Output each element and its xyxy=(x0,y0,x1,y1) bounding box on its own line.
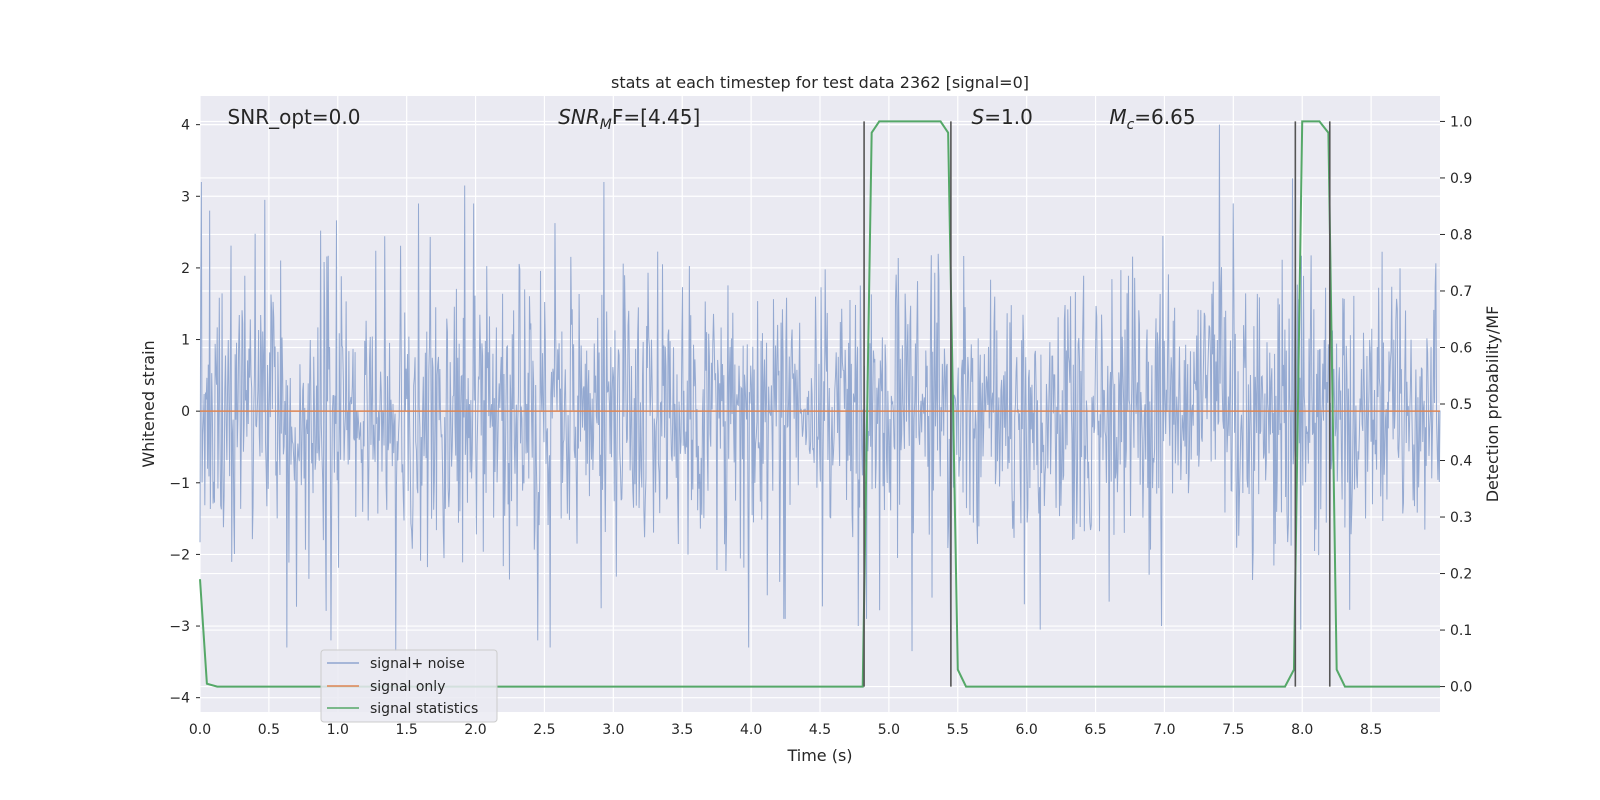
x-tick-label: 5.5 xyxy=(947,722,969,738)
y-tick-label-right: 0.3 xyxy=(1450,510,1472,526)
x-tick-label: 8.0 xyxy=(1291,722,1313,738)
x-tick-label: 6.0 xyxy=(1016,722,1038,738)
series-signal-noise xyxy=(199,124,1441,652)
x-tick-label: 8.5 xyxy=(1360,722,1382,738)
x-tick-label: 4.5 xyxy=(809,722,831,738)
y-tick-label-right: 0.9 xyxy=(1450,171,1472,187)
x-tick-label: 7.0 xyxy=(1153,722,1175,738)
x-tick-label: 7.5 xyxy=(1222,722,1244,738)
y-tick-label-left: −1 xyxy=(169,476,190,492)
legend-label-signal-statistics: signal statistics xyxy=(370,701,478,717)
y-tick-label-left: −2 xyxy=(169,547,190,563)
y-axis-right-label: Detection probability/MF xyxy=(1483,306,1502,503)
annotation-snr-opt: SNR_opt=0.0 xyxy=(228,105,361,129)
x-tick-label: 3.0 xyxy=(602,722,624,738)
y-tick-label-left: 2 xyxy=(181,261,190,277)
y-tick-label-right: 0.7 xyxy=(1450,284,1472,300)
y-tick-label-right: 0.2 xyxy=(1450,567,1472,583)
legend: signal+ noise signal only signal statist… xyxy=(320,649,498,723)
annotation-s-stat: S=1.0 xyxy=(972,105,1033,129)
legend-box xyxy=(320,649,498,723)
y-tick-label-left: 0 xyxy=(181,404,190,420)
y-tick-label-left: 4 xyxy=(181,118,190,134)
annotation-mc: Mc=6.65 xyxy=(1109,105,1195,133)
x-tick-label: 2.0 xyxy=(464,722,486,738)
x-tick-label: 4.0 xyxy=(740,722,762,738)
vertical-lines xyxy=(863,121,1331,687)
y-tick-label-right: 0.8 xyxy=(1450,227,1472,243)
y-tick-label-left: 3 xyxy=(181,189,190,205)
x-tick-label: 3.5 xyxy=(671,722,693,738)
y-tick-label-left: −4 xyxy=(169,691,190,707)
x-tick-label: 0.5 xyxy=(258,722,280,738)
y-tick-label-right: 0.0 xyxy=(1450,680,1472,696)
y-tick-label-left: −3 xyxy=(169,619,190,635)
x-tick-label: 1.0 xyxy=(327,722,349,738)
y-tick-label-right: 0.1 xyxy=(1450,623,1472,639)
x-tick-label: 5.0 xyxy=(878,722,900,738)
legend-label-signal-noise: signal+ noise xyxy=(370,656,465,672)
series-line-signal-noise xyxy=(199,124,1441,652)
y-tick-label-right: 0.4 xyxy=(1450,454,1472,470)
annotations: SNR_opt=0.0 SNRMF=[4.45] S=1.0 Mc=6.65 xyxy=(228,105,1196,133)
x-tick-label: 6.5 xyxy=(1084,722,1106,738)
y-tick-label-right: 1.0 xyxy=(1450,114,1472,130)
y-axis-left-label: Whitened strain xyxy=(139,340,158,467)
chart-title: stats at each timestep for test data 236… xyxy=(611,73,1029,92)
y-tick-label-left: 1 xyxy=(181,333,190,349)
x-axis-label: Time (s) xyxy=(786,746,852,765)
y-tick-label-right: 0.6 xyxy=(1450,340,1472,356)
axis-ticks: 0.0 0.5 1.0 1.5 2.0 2.5 3.0 3.5 4.0 4.5 5.0 5.5 6.0 6… xyxy=(169,114,1472,738)
x-tick-label: 2.5 xyxy=(533,722,555,738)
y-tick-label-right: 0.5 xyxy=(1450,397,1472,413)
annotation-snr-mf: SNRMF=[4.45] xyxy=(558,105,700,133)
x-tick-label: 0.0 xyxy=(189,722,211,738)
x-tick-label: 1.5 xyxy=(396,722,418,738)
legend-label-signal-only: signal only xyxy=(370,679,445,695)
